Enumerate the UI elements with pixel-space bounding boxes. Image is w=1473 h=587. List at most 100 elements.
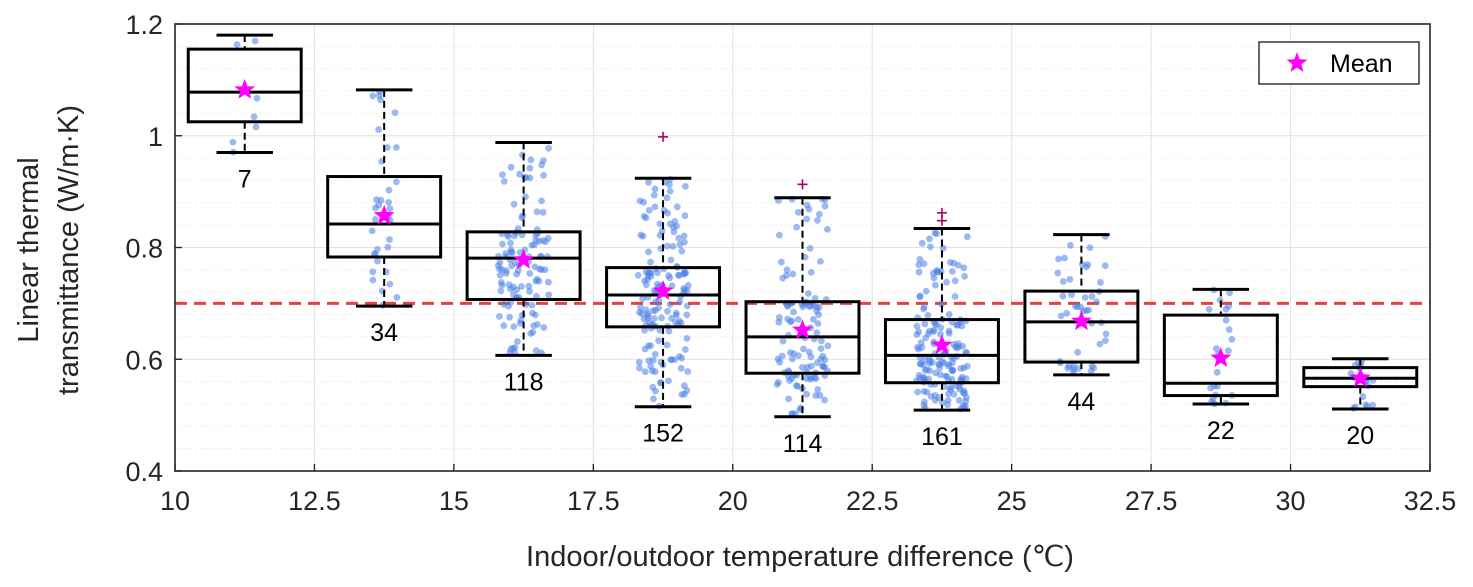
data-point bbox=[943, 373, 951, 380]
data-point bbox=[664, 307, 671, 315]
data-point bbox=[666, 301, 674, 308]
data-point bbox=[804, 363, 811, 371]
x-tick-label: 22.5 bbox=[846, 486, 899, 516]
data-point bbox=[500, 322, 508, 330]
means bbox=[234, 78, 1371, 388]
data-point bbox=[504, 233, 512, 241]
data-point bbox=[776, 358, 784, 366]
data-point bbox=[539, 237, 547, 244]
data-point bbox=[666, 220, 674, 228]
data-point bbox=[514, 338, 521, 345]
data-point bbox=[673, 203, 681, 211]
box bbox=[883, 318, 1000, 385]
x-tick-label: 12.5 bbox=[288, 486, 341, 516]
data-point bbox=[1065, 362, 1073, 370]
y-tick-label: 1 bbox=[148, 122, 163, 152]
data-point bbox=[775, 314, 783, 321]
data-point bbox=[655, 304, 662, 312]
data-point bbox=[1222, 316, 1230, 324]
data-point bbox=[533, 208, 541, 216]
data-point bbox=[653, 280, 661, 288]
data-point bbox=[386, 236, 393, 243]
data-point bbox=[529, 309, 536, 317]
count-label: 7 bbox=[238, 166, 252, 194]
data-point bbox=[810, 315, 817, 323]
data-point bbox=[540, 172, 547, 179]
data-point bbox=[921, 320, 929, 328]
y-axis-ticks: 0.4 0.6 0.8 1 1.2 bbox=[125, 10, 182, 487]
data-point bbox=[673, 222, 680, 230]
data-point bbox=[500, 300, 508, 308]
data-point bbox=[499, 240, 506, 248]
data-point bbox=[817, 258, 824, 265]
data-point bbox=[668, 282, 676, 290]
data-point bbox=[789, 270, 797, 278]
data-point bbox=[1213, 368, 1221, 376]
data-point bbox=[527, 330, 535, 337]
data-point bbox=[1073, 303, 1081, 311]
data-point bbox=[645, 248, 652, 256]
data-point bbox=[233, 41, 241, 48]
data-point bbox=[811, 295, 819, 302]
data-point bbox=[918, 239, 926, 247]
box bbox=[1023, 289, 1140, 364]
data-point bbox=[807, 269, 815, 276]
data-point bbox=[527, 156, 535, 164]
x-tick-label: 17.5 bbox=[567, 486, 620, 516]
data-point bbox=[386, 280, 394, 288]
data-point bbox=[813, 359, 821, 367]
data-point bbox=[1224, 347, 1232, 355]
data-point bbox=[951, 277, 959, 285]
data-point bbox=[926, 327, 933, 335]
data-point bbox=[647, 362, 655, 370]
data-point bbox=[538, 161, 546, 169]
data-point bbox=[923, 388, 931, 396]
data-point bbox=[545, 278, 552, 286]
data-point bbox=[644, 310, 651, 318]
data-point bbox=[783, 266, 791, 274]
data-point bbox=[817, 345, 825, 352]
box bbox=[326, 175, 443, 259]
data-point bbox=[652, 387, 659, 395]
data-point bbox=[508, 262, 516, 270]
data-point bbox=[1205, 305, 1213, 313]
data-point bbox=[955, 383, 963, 390]
data-point bbox=[1101, 262, 1109, 270]
data-point bbox=[681, 346, 689, 353]
data-point bbox=[636, 364, 643, 372]
data-point bbox=[803, 390, 811, 398]
data-point bbox=[665, 377, 672, 385]
data-point bbox=[810, 301, 817, 309]
data-point bbox=[658, 314, 665, 322]
data-point bbox=[386, 205, 394, 213]
data-point bbox=[637, 231, 645, 239]
data-point bbox=[377, 96, 384, 104]
x-tick-label: 10 bbox=[160, 486, 190, 516]
count-labels: 7 34 118 152 114 161 44 22 20 bbox=[238, 166, 1374, 458]
data-point bbox=[957, 365, 965, 372]
data-point bbox=[807, 373, 814, 381]
data-point bbox=[937, 330, 944, 338]
data-point bbox=[785, 395, 792, 403]
data-point bbox=[794, 382, 801, 390]
data-point bbox=[516, 170, 523, 178]
data-point bbox=[961, 272, 968, 280]
data-point bbox=[795, 352, 802, 359]
data-point bbox=[1097, 279, 1104, 286]
data-point bbox=[519, 151, 526, 159]
data-point bbox=[655, 337, 662, 345]
data-point bbox=[1068, 291, 1075, 299]
x-tick-label: 30 bbox=[1276, 486, 1306, 516]
data-point bbox=[938, 300, 945, 308]
data-point bbox=[667, 256, 675, 264]
data-point bbox=[930, 269, 937, 277]
data-point bbox=[920, 305, 927, 313]
data-point bbox=[385, 199, 392, 206]
data-point bbox=[1086, 244, 1094, 252]
x-tick-label: 32.5 bbox=[1404, 486, 1457, 516]
data-point bbox=[641, 345, 649, 353]
data-point bbox=[790, 308, 797, 316]
data-point bbox=[636, 197, 644, 205]
data-point bbox=[1067, 242, 1074, 249]
legend-mean-star-icon bbox=[1286, 52, 1308, 72]
